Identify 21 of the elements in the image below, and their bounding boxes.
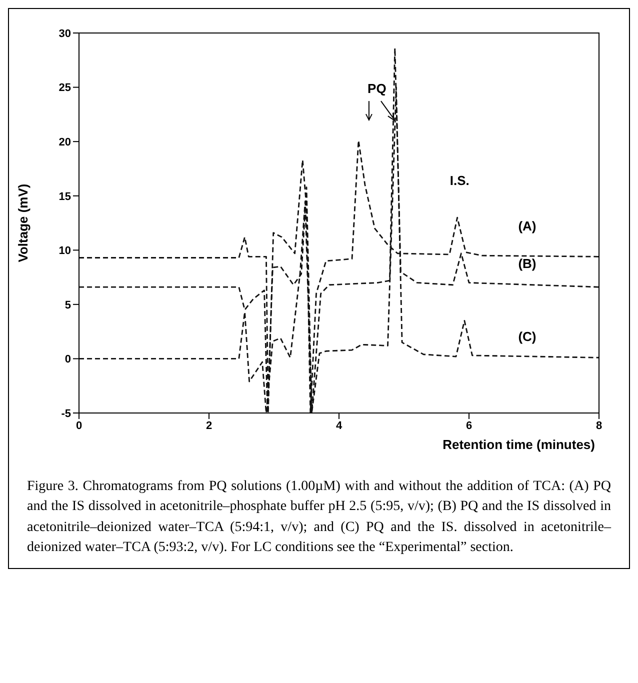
y-tick-label: 25 (58, 82, 71, 94)
annotation: (B) (518, 256, 536, 271)
annotation: (C) (518, 328, 536, 344)
x-tick-label: 4 (336, 420, 343, 432)
y-tick-label: 20 (58, 136, 71, 148)
y-axis-title: Voltage (mV) (16, 184, 31, 262)
y-tick-label: 30 (58, 28, 71, 40)
y-tick-label: 5 (64, 299, 71, 312)
annotation: I.S. (450, 173, 470, 188)
annotation: PQ (368, 81, 386, 96)
x-tick-label: 2 (206, 420, 212, 432)
y-tick-label: -5 (61, 408, 71, 420)
y-tick-label: 10 (58, 245, 71, 258)
x-tick-label: 0 (76, 420, 82, 432)
annotation: (A) (518, 218, 536, 234)
y-tick-label: 15 (58, 190, 71, 203)
caption: Figure 3. Chromatograms from PQ solutions (1.00µM) with and without the addition of TCA: (A) PQ and the IS dissolved in acetonitrile–phosphate buffer pH 2.5 (5:95, v/v); (B) PQ and the IS dissolved in acetonitrile–deionized water–TCA (5:94:1, v/v); and (C) PQ and the IS. dissolved in acetonitrile–deionized water–TCA (5:93:2, v/v). For LC conditions see the “Experimental” section. (27, 478, 611, 557)
x-axis-title: Retention time (minutes) (442, 437, 595, 452)
y-tick-label: 0 (64, 354, 71, 366)
x-tick-label: 8 (596, 420, 602, 432)
x-tick-label: 6 (466, 420, 472, 432)
